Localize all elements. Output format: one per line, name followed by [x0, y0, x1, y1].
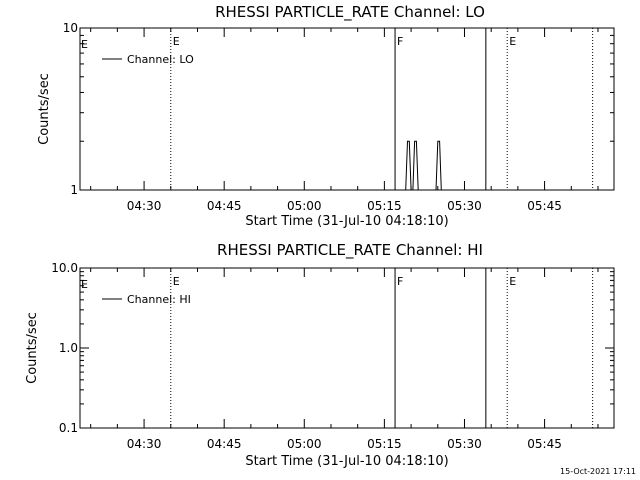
event-label: F [397, 35, 403, 48]
x-tick-label: 04:30 [127, 199, 162, 213]
x-tick-label: 05:15 [367, 199, 402, 213]
plot-frame [79, 27, 615, 191]
x-tick-label: 04:30 [127, 437, 162, 451]
x-axis-label: Start Time (31-Jul-10 04:18:10) [245, 214, 448, 229]
x-tick-label: 05:30 [447, 199, 482, 213]
data-series-line [405, 140, 442, 191]
y-tick-label: 1 [70, 183, 78, 197]
event-label: F [397, 275, 403, 288]
event-label: E [173, 35, 180, 48]
chart-title: RHESSI PARTICLE_RATE Channel: HI [217, 241, 483, 260]
y-tick-label: 10 [63, 21, 78, 35]
edge-event-label: E [81, 278, 88, 291]
legend-label: Channel: HI [127, 293, 191, 306]
y-axis-label: Counts/sec [37, 73, 52, 145]
x-tick-label: 04:45 [207, 199, 242, 213]
y-tick-label: 0.1 [59, 421, 78, 435]
x-tick-label: 05:45 [527, 199, 562, 213]
timestamp: 15-Oct-2021 17:11 [560, 467, 636, 476]
edge-event-label: E [81, 38, 88, 51]
event-label: E [509, 35, 516, 48]
y-tick-label: 1.0 [59, 341, 78, 355]
legend-label: Channel: LO [127, 53, 194, 66]
x-tick-label: 04:45 [207, 437, 242, 451]
x-tick-label: 05:45 [527, 437, 562, 451]
x-tick-label: 05:00 [287, 437, 322, 451]
x-tick-label: 05:30 [447, 437, 482, 451]
event-label: E [509, 275, 516, 288]
y-axis-label: Counts/sec [25, 312, 40, 384]
chart-title: RHESSI PARTICLE_RATE Channel: LO [215, 3, 485, 22]
x-tick-label: 05:00 [287, 199, 322, 213]
x-axis-label: Start Time (31-Jul-10 04:18:10) [245, 454, 448, 469]
y-tick-label: 10.0 [51, 261, 78, 275]
event-label: E [173, 275, 180, 288]
x-tick-label: 05:15 [367, 437, 402, 451]
